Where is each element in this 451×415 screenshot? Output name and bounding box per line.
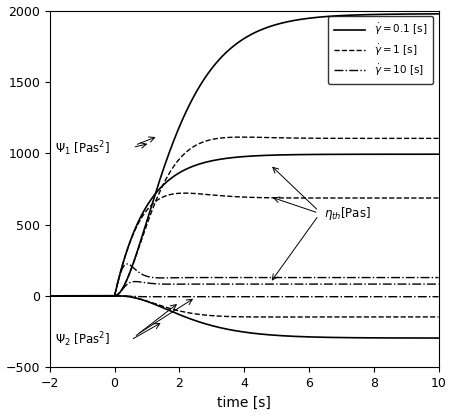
- X-axis label: time [s]: time [s]: [217, 395, 271, 410]
- Text: $\Psi_2$ [Pas$^2$]: $\Psi_2$ [Pas$^2$]: [55, 331, 110, 349]
- Legend: $\dot{\gamma} = 0.1$ [s], $\dot{\gamma} = 1$ [s], $\dot{\gamma} = 10$ [s]: $\dot{\gamma} = 0.1$ [s], $\dot{\gamma} …: [327, 16, 433, 84]
- Text: $\Psi_1$ [Pas$^2$]: $\Psi_1$ [Pas$^2$]: [55, 139, 110, 158]
- Text: $\eta_{th}$[Pas]: $\eta_{th}$[Pas]: [323, 205, 369, 222]
